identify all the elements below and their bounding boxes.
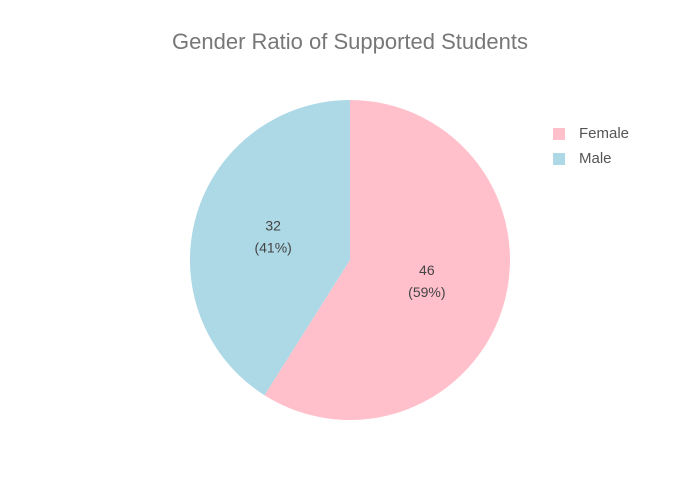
pie-slice (264, 100, 511, 421)
percent-label: (59%) (408, 284, 445, 300)
percent-label: (41%) (254, 239, 291, 255)
legend-label: Male (579, 150, 612, 167)
value-label: 46 (419, 262, 435, 278)
chart-title: Gender Ratio of Supported Students (172, 29, 528, 54)
value-label: 32 (265, 217, 281, 233)
legend-swatch (553, 128, 565, 140)
legend-label: Female (579, 125, 629, 142)
legend-swatch (553, 153, 565, 165)
pie-slice (190, 100, 350, 396)
